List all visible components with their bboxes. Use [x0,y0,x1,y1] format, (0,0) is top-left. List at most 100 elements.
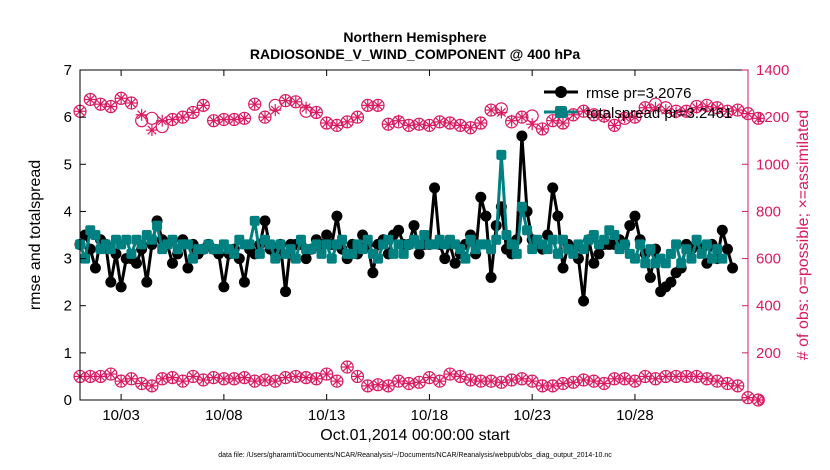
obs-assimilated-marker [711,375,724,388]
obs-assimilated-marker [587,375,600,388]
obs-assimilated-marker [577,373,590,386]
totalspread-point [326,253,337,264]
rmse-point [721,243,733,255]
obs-assimilated-marker [670,370,683,383]
obs-assimilated-marker [598,377,611,390]
rmse-point [280,286,292,298]
obs-assimilated-marker [197,373,210,386]
totalspread-point [90,230,101,240]
totalspread-point [496,149,507,160]
rmse-point [105,276,117,288]
obs-assimilated-marker [659,370,672,383]
obs-assimilated-marker [269,104,282,117]
rmse-point [716,224,728,236]
obs-assimilated-marker [341,115,354,128]
obs-assimilated-marker [104,100,117,113]
obs-assimilated-marker [567,376,580,389]
obs-assimilated-marker [515,111,528,124]
obs-assimilated-marker [443,117,456,130]
y-left-tick-label: 3 [64,251,72,268]
rmse-point [547,182,559,194]
y-right-tick-label: 800 [756,203,781,220]
totalspread-point [691,234,702,245]
obs-assimilated-marker [474,117,487,130]
rmse-point [629,210,641,222]
obs-assimilated-marker [279,94,292,107]
obs-assimilated-marker [351,111,364,124]
rmse-point [331,210,343,222]
obs-count-layer [73,91,765,407]
totalspread-point [265,239,276,250]
obs-assimilated-marker [166,113,179,126]
obs-assimilated-marker [145,124,158,137]
totalspread-point [511,248,522,259]
obs-assimilated-marker [361,379,374,392]
totalspread-point [321,239,332,250]
obs-assimilated-marker [526,118,539,131]
series-lines-layer [74,130,739,307]
totalspread-point [506,239,517,250]
rmse-point [475,191,487,203]
obs-assimilated-marker [690,101,703,114]
rmse-point [727,262,739,274]
obs-assimilated-marker [289,95,302,108]
y-right-tick-label: 600 [756,251,781,268]
obs-assimilated-marker [145,379,158,392]
totalspread-point [121,234,132,245]
totalspread-point [414,239,425,250]
y-left-tick-label: 7 [64,62,72,79]
obs-assimilated-marker [680,105,693,118]
obs-assimilated-marker [382,379,395,392]
obs-assimilated-marker [372,378,385,391]
obs-assimilated-marker [125,97,138,109]
totalspread-point [167,234,178,245]
obs-assimilated-marker [628,375,641,388]
totalspread-point [388,248,399,259]
rmse-point [557,262,569,274]
rmse-point [141,276,153,288]
totalspread-point [665,248,676,259]
totalspread-point [681,244,692,255]
totalspread-point [696,248,707,259]
obs-assimilated-marker [649,372,662,385]
totalspread-point [588,230,599,240]
obs-assimilated-marker [125,372,138,385]
y-axis-left-label: rmse and totalspread [27,160,44,310]
obs-assimilated-marker [721,377,734,390]
totalspread-point [337,234,348,245]
rmse-point [644,271,656,283]
totalspread-point [398,248,409,259]
rmse-point [516,130,528,142]
obs-assimilated-marker [536,379,549,392]
rmse-point [218,281,230,293]
obs-assimilated-marker [166,371,179,384]
obs-assimilated-marker [495,376,508,389]
totalspread-point [645,244,656,255]
totalspread-point [671,239,682,250]
totalspread-point [455,244,466,255]
obs-assimilated-marker [228,113,241,126]
obs-assimilated-marker [228,372,241,385]
obs-assimilated-marker [731,379,744,392]
obs-assimilated-marker [330,119,343,132]
totalspread-point [188,253,199,264]
obs-assimilated-marker [115,92,128,105]
obs-assimilated-marker [176,111,189,124]
chart-title-line1: Northern Hemisphere [343,29,487,45]
totalspread-point [686,253,697,264]
obs-assimilated-marker [680,370,693,383]
obs-assimilated-marker [187,370,200,383]
obs-assimilated-marker [515,372,528,385]
totalspread-point [290,253,301,264]
totalspread-point [501,230,512,240]
rmse-point [300,253,312,265]
totalspread-point [182,239,193,250]
x-tick-label: 10/13 [308,407,346,424]
totalspread-point [676,258,687,269]
obs-assimilated-marker [135,377,148,390]
totalspread-point [383,234,394,245]
obs-assimilated-marker [700,100,713,113]
totalspread-point [285,244,296,255]
legend: rmse pr=3.2076 totalspread pr=3.2461 [544,85,732,122]
